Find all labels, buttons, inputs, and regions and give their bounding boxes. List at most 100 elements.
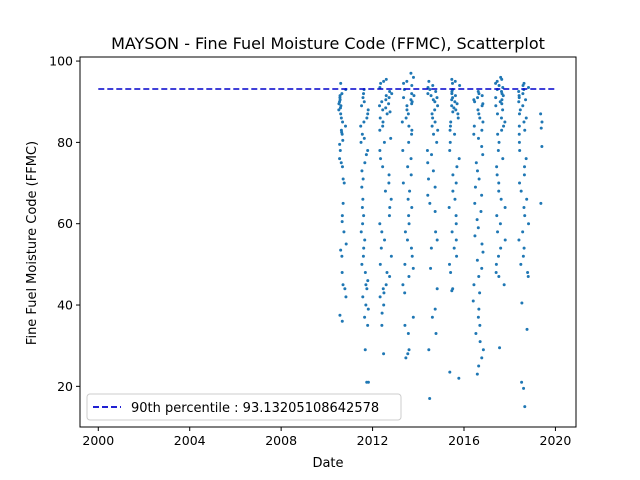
data-point <box>383 189 387 193</box>
legend-label: 90th percentile : 93.13205108642578 <box>131 401 379 416</box>
data-point <box>494 262 498 266</box>
data-point <box>477 112 481 116</box>
data-point <box>453 132 457 136</box>
data-point <box>407 348 411 352</box>
data-point <box>382 140 386 144</box>
data-point <box>427 79 431 83</box>
data-point <box>338 313 342 317</box>
data-point <box>362 92 366 96</box>
data-point <box>519 262 523 266</box>
data-point <box>339 248 343 252</box>
data-point <box>494 104 498 108</box>
data-point <box>474 161 478 165</box>
data-point <box>340 319 344 323</box>
data-point <box>340 132 344 136</box>
data-point <box>362 100 366 104</box>
data-point <box>496 149 500 153</box>
data-point <box>361 295 365 299</box>
data-point <box>406 112 410 116</box>
data-point <box>449 120 453 124</box>
x-tick-label: 2008 <box>265 433 297 448</box>
x-tick-label: 2004 <box>174 433 206 448</box>
data-point <box>474 331 478 335</box>
y-tick-label: 60 <box>57 216 73 231</box>
data-point <box>496 230 500 234</box>
data-point <box>384 77 388 81</box>
data-point <box>495 173 499 177</box>
data-point <box>501 157 505 161</box>
data-point <box>480 356 484 360</box>
data-point <box>360 104 364 108</box>
data-point <box>499 197 503 201</box>
y-axis-label: Fine Fuel Moisture Code (FFMC) <box>25 141 40 345</box>
data-point <box>526 270 530 274</box>
data-point <box>475 258 479 262</box>
data-point <box>502 283 506 287</box>
data-point <box>522 246 526 250</box>
data-point <box>379 81 383 85</box>
data-point <box>429 246 433 250</box>
data-point <box>406 197 410 201</box>
data-point <box>410 128 414 132</box>
data-point <box>381 165 385 169</box>
data-point <box>427 177 430 181</box>
data-point <box>338 142 342 146</box>
data-point <box>339 161 343 165</box>
data-point <box>341 283 345 287</box>
data-point <box>366 112 370 116</box>
data-point <box>503 205 507 209</box>
data-point <box>481 250 485 254</box>
data-point <box>433 100 437 104</box>
data-point <box>433 120 437 124</box>
data-point <box>366 323 370 327</box>
data-point <box>378 262 382 266</box>
data-point <box>521 104 525 108</box>
data-point <box>431 83 435 87</box>
data-point <box>480 104 484 108</box>
data-point <box>475 372 479 376</box>
data-point <box>403 291 407 295</box>
data-point <box>341 201 345 205</box>
data-point <box>456 112 460 116</box>
data-point <box>475 169 479 173</box>
data-point <box>362 246 366 250</box>
x-axis-ticks: 2000 2004 2008 2012 2016 2020 <box>82 427 571 448</box>
y-axis-ticks: 20 40 60 80 100 <box>49 54 80 394</box>
data-point <box>518 181 522 185</box>
data-point <box>389 254 393 258</box>
data-point <box>360 205 364 209</box>
data-point <box>382 352 386 356</box>
data-point <box>407 124 411 128</box>
data-point <box>340 92 344 96</box>
data-point <box>523 214 527 218</box>
chart-title: MAYSON - Fine Fuel Moisture Code (FFMC),… <box>111 34 545 53</box>
data-point <box>471 299 475 303</box>
data-point <box>363 238 367 242</box>
data-point <box>360 262 364 266</box>
data-point <box>522 120 526 124</box>
legend-box <box>86 393 402 421</box>
data-point <box>496 132 500 136</box>
data-point <box>497 83 501 87</box>
data-point <box>448 370 452 374</box>
data-point <box>517 238 521 242</box>
data-point <box>448 140 452 144</box>
data-point <box>428 397 432 401</box>
data-point <box>453 94 457 98</box>
data-point <box>405 238 409 242</box>
data-point <box>361 197 365 201</box>
data-point <box>405 108 409 112</box>
data-point <box>365 116 369 120</box>
data-point <box>477 364 481 368</box>
data-point <box>364 153 368 157</box>
data-point <box>495 165 499 169</box>
data-point <box>388 275 392 279</box>
data-point <box>384 106 388 110</box>
data-point <box>524 98 528 102</box>
data-point <box>340 220 344 224</box>
data-point <box>476 96 480 100</box>
data-point <box>425 149 429 153</box>
data-point <box>525 197 529 201</box>
data-point <box>475 218 479 222</box>
